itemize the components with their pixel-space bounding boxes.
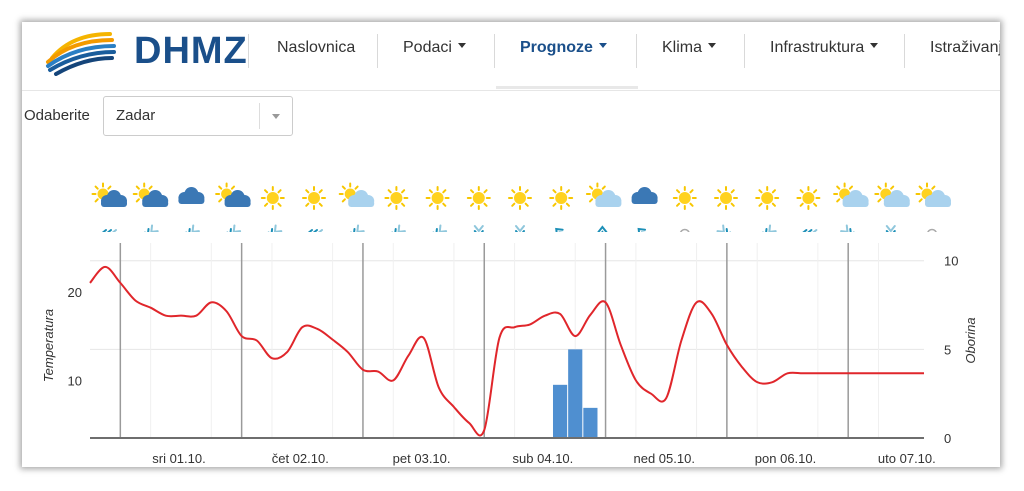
wind-direction-icon (473, 225, 484, 232)
nav-label: Klima (662, 39, 703, 56)
sun-cloud-icon (585, 182, 622, 207)
active-tab-indicator (496, 86, 638, 89)
wind-direction-icon (225, 224, 242, 232)
wind-direction-icon (885, 225, 896, 232)
browser-viewport: DHMZ Naslovnica Podaci Prognoze Klima In… (22, 22, 1000, 467)
sun-icon (796, 186, 821, 210)
wind-direction-icon (184, 224, 200, 232)
sun-icon (508, 186, 532, 210)
y-tick-label: 20 (68, 285, 82, 300)
nav-label: Infrastruktura (770, 39, 865, 56)
wind-direction-icon (349, 224, 365, 232)
sun-icon (302, 186, 326, 210)
calm-wind-icon (927, 228, 937, 232)
wind-direction-icon (266, 224, 283, 232)
location-select-label: Odaberite (24, 107, 90, 124)
sun-icon (260, 186, 285, 210)
wind-direction-icon (637, 227, 650, 232)
y2-axis-label: Oborina (963, 317, 978, 363)
sun-icon (714, 186, 738, 210)
caret-down-icon (708, 43, 717, 49)
x-tick-label: uto 07.10. (878, 451, 936, 466)
nav-label: Podaci (403, 39, 452, 56)
sun-icon (672, 186, 697, 210)
precipitation-bar (552, 384, 568, 438)
wind-direction-icon (555, 227, 568, 232)
nav-istrazivanja[interactable]: Istraživanj (930, 38, 1000, 68)
wind-direction-icon (761, 224, 777, 232)
meteogram-chart: 10 20 0 5 10 Temperatura Oborina sri 01.10. čet … (41, 243, 978, 466)
chevron-down-icon (272, 114, 280, 119)
calm-wind-icon (679, 228, 690, 232)
precipitation-bar (568, 349, 583, 438)
nav-infrastruktura[interactable]: Infrastruktura (770, 38, 879, 68)
cloud-icon (178, 187, 205, 204)
nav-label: Naslovnica (277, 39, 356, 56)
x-tick-label: čet 02.10. (272, 451, 329, 466)
forecast-icon-rows (91, 182, 951, 232)
nav-separator (248, 34, 249, 68)
nav-naslovnica[interactable]: Naslovnica (277, 38, 355, 68)
logo-text: DHMZ (134, 30, 248, 72)
x-tick-label: pet 03.10. (393, 451, 451, 466)
wind-direction-icon (390, 224, 406, 232)
x-tick-label: sri 01.10. (152, 451, 205, 466)
x-tick-label: ned 05.10. (633, 451, 694, 466)
y2-tick-label: 10 (944, 254, 958, 269)
select-divider (259, 103, 260, 129)
nav-separator (744, 34, 745, 68)
sun-cloud-icon (338, 182, 375, 207)
nav-label: Prognoze (520, 39, 593, 56)
nav-separator (636, 34, 637, 68)
wind-direction-icon (307, 229, 323, 232)
cloud-icon (631, 187, 658, 204)
caret-down-icon (598, 43, 607, 49)
dhmz-logo[interactable]: DHMZ (42, 28, 247, 76)
sun-cloud-icon (215, 182, 251, 207)
temperature-line (89, 265, 924, 437)
y-axis-label: Temperatura (41, 309, 56, 382)
caret-down-icon (870, 43, 879, 49)
wind-direction-icon (802, 229, 818, 232)
y2-tick-label: 0 (944, 431, 951, 446)
sun-icon (384, 186, 409, 210)
wind-direction-icon (515, 225, 525, 232)
wind-direction-icon (716, 224, 733, 232)
caret-down-icon (457, 43, 466, 49)
wind-direction-icon (597, 225, 608, 232)
nav-label: Istraživanj (930, 39, 1000, 56)
y2-tick-label: 5 (944, 342, 951, 357)
sun-cloud-icon (874, 182, 910, 207)
location-select[interactable]: Zadar (103, 96, 293, 136)
sun-icon (425, 186, 450, 210)
location-select-value: Zadar (116, 107, 156, 124)
wind-direction-icon (431, 224, 448, 232)
sun-icon (755, 186, 780, 210)
wind-direction-icon (101, 229, 117, 232)
sun-icon (466, 186, 491, 210)
sun-cloud-icon (915, 182, 951, 207)
nav-separator (904, 34, 905, 68)
precipitation-bar (583, 407, 598, 438)
sun-icon (549, 186, 574, 210)
sun-cloud-icon (833, 182, 869, 207)
wind-direction-icon (143, 224, 159, 232)
x-tick-label: sub 04.10. (513, 451, 574, 466)
x-tick-label: pon 06.10. (755, 451, 816, 466)
nav-separator (494, 34, 495, 68)
sun-cloud-icon (91, 182, 127, 207)
nav-prognoze[interactable]: Prognoze (520, 38, 607, 68)
nav-podaci[interactable]: Podaci (403, 38, 466, 68)
wind-direction-icon (840, 224, 856, 232)
site-header: DHMZ Naslovnica Podaci Prognoze Klima In… (22, 22, 1000, 91)
y-tick-label: 10 (68, 373, 82, 388)
dhmz-logo-icon (46, 32, 116, 76)
sun-cloud-icon (132, 182, 169, 207)
nav-separator (377, 34, 378, 68)
nav-klima[interactable]: Klima (662, 38, 717, 68)
